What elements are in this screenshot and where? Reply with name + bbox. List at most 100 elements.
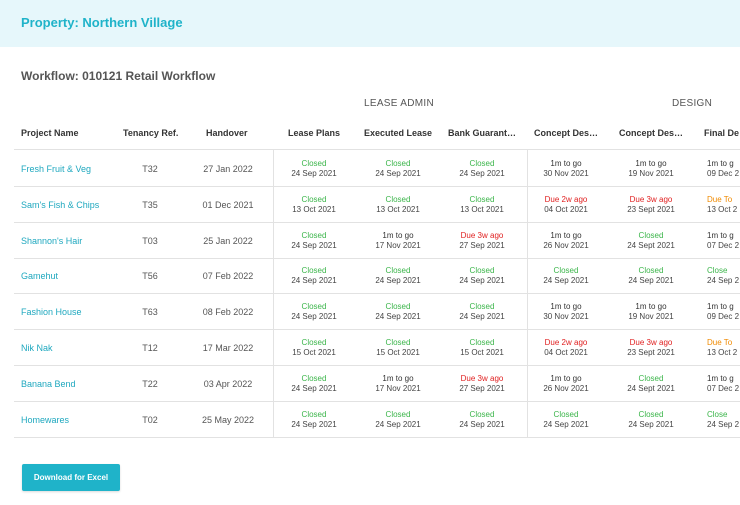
- col-executed-lease[interactable]: Executed Lease: [363, 128, 433, 138]
- status-label: 1m to go: [550, 302, 582, 312]
- status-date: 17 Nov 2021: [375, 240, 421, 250]
- status-cell[interactable]: 1m to go 17 Nov 2021: [358, 231, 438, 251]
- status-cell[interactable]: Due 2w ago 04 Oct 2021: [527, 338, 605, 358]
- group-design: DESIGN: [672, 98, 713, 109]
- col-tenancy-ref[interactable]: Tenancy Ref.: [123, 128, 179, 138]
- status-cell[interactable]: 1m to go 19 Nov 2021: [612, 159, 690, 179]
- status-cell[interactable]: 1m to go 26 Nov 2021: [527, 374, 605, 394]
- status-cell[interactable]: 1m to go 30 Nov 2021: [527, 302, 605, 322]
- status-date: 04 Oct 2021: [544, 204, 588, 214]
- status-date: 24 Sep 2021: [375, 276, 421, 286]
- handover-date: 03 Apr 2022: [203, 378, 253, 389]
- download-excel-button[interactable]: Download for Excel: [22, 464, 120, 491]
- project-name-link[interactable]: Fresh Fruit & Veg: [21, 164, 92, 174]
- status-label: Due 3w ago: [460, 373, 504, 383]
- status-cell[interactable]: Close 24 Sep 2: [707, 266, 740, 286]
- status-cell[interactable]: 1m to g 07 Dec 2: [707, 231, 740, 251]
- status-cell[interactable]: Closed 24 Sep 2021: [358, 302, 438, 322]
- status-cell[interactable]: Closed 24 Sep 2021: [527, 266, 605, 286]
- col-bank-guarantee[interactable]: Bank Guarant…: [447, 128, 516, 138]
- status-label: Closed: [469, 266, 495, 276]
- status-cell[interactable]: Closed 13 Oct 2021: [442, 195, 522, 215]
- col-final-design[interactable]: Final De: [704, 128, 740, 138]
- status-cell[interactable]: Closed 24 Sep 2021: [358, 266, 438, 286]
- status-cell[interactable]: Closed 15 Oct 2021: [358, 338, 438, 358]
- status-date: 15 Oct 2021: [376, 348, 420, 357]
- status-label: Due 2w ago: [544, 194, 588, 204]
- status-label: Closed: [469, 194, 495, 204]
- project-name-link[interactable]: Banana Bend: [21, 378, 76, 389]
- status-cell[interactable]: Closed 24 Sep 2021: [274, 159, 354, 179]
- project-name-link[interactable]: Fashion House: [21, 307, 82, 318]
- status-cell[interactable]: Due 3w ago 23 Sept 2021: [612, 338, 690, 358]
- status-cell[interactable]: Closed 24 Sept 2021: [612, 231, 690, 251]
- status-label: Closed: [385, 266, 411, 276]
- status-label: 1m to g: [707, 373, 734, 383]
- status-cell[interactable]: Closed 24 Sep 2021: [358, 159, 438, 179]
- status-cell[interactable]: Closed 15 Oct 2021: [442, 338, 522, 358]
- status-date: 30 Nov 2021: [543, 169, 589, 178]
- status-cell[interactable]: Closed 24 Sept 2021: [612, 374, 690, 394]
- status-cell[interactable]: 1m to go 26 Nov 2021: [527, 231, 605, 251]
- status-cell[interactable]: Closed 24 Sep 2021: [274, 231, 354, 251]
- col-project-name[interactable]: Project Name: [21, 128, 79, 138]
- tenancy-ref: T03: [142, 235, 158, 246]
- status-cell[interactable]: Closed 24 Sep 2021: [442, 266, 522, 286]
- status-cell[interactable]: Due 3w ago 27 Sep 2021: [442, 231, 522, 251]
- project-name-link[interactable]: Homewares: [21, 414, 70, 425]
- status-cell[interactable]: Closed 15 Oct 2021: [274, 338, 354, 358]
- status-cell[interactable]: Due 2w ago 04 Oct 2021: [527, 195, 605, 215]
- status-cell[interactable]: Closed 24 Sep 2021: [358, 410, 438, 430]
- status-label: Closed: [301, 373, 327, 383]
- project-name-link[interactable]: Shannon's Hair: [21, 235, 83, 246]
- status-cell[interactable]: 1m to go 30 Nov 2021: [527, 159, 605, 179]
- status-cell[interactable]: 1m to go 19 Nov 2021: [612, 302, 690, 322]
- row-divider: [14, 329, 740, 330]
- project-name-link[interactable]: Gamehut: [21, 271, 59, 282]
- status-cell[interactable]: Due To 13 Oct 2: [707, 338, 740, 358]
- project-name-link[interactable]: Sam's Fish & Chips: [21, 199, 100, 210]
- status-label: Due 3w ago: [629, 194, 673, 204]
- handover-date: 07 Feb 2022: [202, 271, 254, 282]
- col-handover[interactable]: Handover: [206, 128, 248, 138]
- handover-date: 17 Mar 2022: [202, 343, 254, 353]
- status-cell[interactable]: Due 3w ago 27 Sep 2021: [442, 374, 522, 394]
- status-cell[interactable]: 1m to g 07 Dec 2: [707, 374, 740, 394]
- status-cell[interactable]: Closed 13 Oct 2021: [274, 195, 354, 215]
- status-label: Due To: [707, 338, 733, 347]
- status-date: 24 Sept 2021: [627, 240, 675, 250]
- status-date: 24 Sep 2021: [291, 419, 337, 429]
- status-cell[interactable]: Due To 13 Oct 2: [707, 195, 740, 215]
- status-cell[interactable]: Closed 24 Sep 2021: [612, 266, 690, 286]
- status-cell[interactable]: Closed 24 Sep 2021: [442, 302, 522, 322]
- status-date: 07 Dec 2: [707, 383, 740, 393]
- status-cell[interactable]: 1m to go 17 Nov 2021: [358, 374, 438, 394]
- status-label: 1m to g: [707, 302, 734, 312]
- status-cell[interactable]: 1m to g 09 Dec 2: [707, 159, 740, 179]
- tenancy-ref: T63: [142, 307, 158, 318]
- status-date: 24 Sep 2021: [375, 169, 421, 178]
- col-concept-design-2[interactable]: Concept Des…: [618, 128, 683, 138]
- status-cell[interactable]: Closed 24 Sep 2021: [274, 266, 354, 286]
- col-concept-design-1[interactable]: Concept Des…: [533, 128, 598, 138]
- status-cell[interactable]: Closed 13 Oct 2021: [358, 195, 438, 215]
- status-date: 27 Sep 2021: [459, 240, 505, 250]
- col-lease-plans[interactable]: Lease Plans: [287, 128, 341, 138]
- status-cell[interactable]: Closed 24 Sep 2021: [612, 410, 690, 430]
- status-cell[interactable]: Closed 24 Sep 2021: [442, 410, 522, 430]
- status-date: 24 Sep 2: [707, 419, 740, 429]
- status-date: 15 Oct 2021: [460, 348, 504, 357]
- status-cell[interactable]: Close 24 Sep 2: [707, 410, 740, 430]
- status-cell[interactable]: 1m to g 09 Dec 2: [707, 302, 740, 322]
- status-label: Closed: [301, 230, 327, 240]
- status-cell[interactable]: Closed 24 Sep 2021: [274, 374, 354, 394]
- status-cell[interactable]: Closed 24 Sep 2021: [274, 410, 354, 430]
- status-cell[interactable]: Closed 24 Sep 2021: [442, 159, 522, 179]
- project-name-link[interactable]: Nik Nak: [21, 343, 53, 353]
- status-cell[interactable]: Closed 24 Sep 2021: [274, 302, 354, 322]
- status-date: 09 Dec 2: [707, 169, 740, 178]
- status-date: 24 Sep 2021: [291, 169, 337, 178]
- status-cell[interactable]: Closed 24 Sep 2021: [527, 410, 605, 430]
- status-date: 24 Sep 2021: [543, 419, 589, 429]
- status-cell[interactable]: Due 3w ago 23 Sept 2021: [612, 195, 690, 215]
